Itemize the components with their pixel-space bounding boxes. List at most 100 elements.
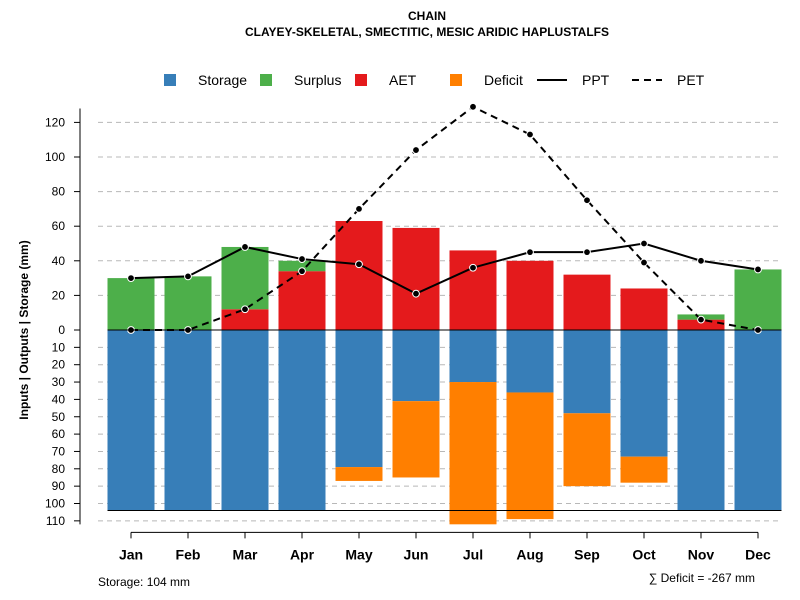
deficit-bar [506, 392, 554, 520]
y-tick-label: 40 [52, 392, 66, 406]
series-lines [127, 102, 762, 334]
x-tick-label-feb: Feb [176, 546, 201, 562]
deficit-bar [392, 401, 440, 478]
x-tick-label-may: May [345, 546, 372, 562]
storage-bar [734, 330, 782, 511]
ppt-point [583, 248, 591, 257]
y-tick-label: 80 [52, 462, 66, 476]
surplus-bar [734, 269, 782, 330]
pet-point [412, 146, 420, 154]
y-tick-label: 90 [52, 479, 66, 493]
y-tick-label: 110 [46, 514, 65, 528]
storage-bar [335, 330, 383, 468]
x-tick-label-oct: Oct [632, 546, 656, 562]
deficit-footnote: ∑ Deficit = -267 mm [649, 571, 755, 585]
storage-bar [278, 330, 326, 511]
y-tick-label: 80 [52, 185, 66, 199]
legend-swatch-deficit [450, 74, 462, 86]
legend: Storage Surplus AET Deficit PPT PET [164, 72, 705, 88]
legend-swatch-surplus [260, 74, 272, 86]
aet-bar [221, 309, 269, 330]
storage-bar [392, 330, 440, 402]
storage-bar [677, 330, 725, 511]
storage-bar [563, 330, 611, 414]
pet-point [298, 267, 306, 276]
ppt-point [184, 272, 192, 281]
x-tick-label-apr: Apr [290, 546, 315, 562]
pet-point [355, 205, 363, 213]
ppt-line [130, 242, 759, 295]
y-tick-label: 20 [52, 288, 66, 302]
x-tick-label-nov: Nov [688, 546, 715, 562]
x-tick-label-mar: Mar [233, 546, 258, 562]
legend-label-aet: AET [389, 72, 417, 88]
x-tick-label-aug: Aug [516, 546, 543, 562]
x-tick-label-jul: Jul [463, 546, 483, 562]
legend-label-surplus: Surplus [294, 72, 341, 88]
ppt-point [640, 239, 648, 248]
storage-bar [107, 330, 155, 511]
x-tick-label-dec: Dec [745, 546, 771, 562]
ppt-point [754, 265, 762, 274]
storage-bar [221, 330, 269, 511]
chart-title: CHAIN [408, 9, 446, 23]
y-tick-label: 120 [45, 115, 65, 129]
y-tick-label: 0 [58, 323, 65, 337]
surplus-bar [107, 278, 155, 330]
aet-bar [620, 288, 668, 330]
y-tick-label: 30 [52, 375, 66, 389]
surplus-bar [164, 276, 212, 330]
aet-bar [506, 260, 554, 330]
deficit-bar [620, 456, 668, 483]
ppt-point [241, 243, 249, 251]
x-tick-label-jan: Jan [119, 546, 143, 562]
pet-point [583, 196, 591, 205]
surplus-bar [278, 260, 326, 272]
pet-point [526, 130, 534, 139]
y-tick-label: 100 [45, 150, 65, 164]
ppt-point [412, 289, 420, 298]
legend-swatch-storage [164, 74, 176, 86]
ppt-point [469, 263, 477, 272]
ppt-point [298, 255, 306, 263]
storage-bar [164, 330, 212, 511]
y-tick-label: 50 [52, 410, 66, 424]
deficit-bar [335, 467, 383, 481]
axes: 0 20 40 60 80 100 120 10 20 30 40 50 60 70 80 90 100 110 J… [45, 108, 782, 562]
aet-bar [392, 227, 440, 330]
storage-bar [506, 330, 554, 393]
aet-bar [677, 319, 725, 330]
aet-bar [278, 271, 326, 330]
pet-point [469, 102, 477, 111]
storage-footnote: Storage: 104 mm [98, 575, 190, 589]
ppt-point [697, 256, 705, 265]
aet-bar [335, 221, 383, 330]
legend-label-deficit: Deficit [484, 72, 523, 88]
aet-bar [563, 274, 611, 330]
ppt-point [127, 274, 135, 283]
deficit-bar [563, 413, 611, 487]
storage-bar [449, 330, 497, 383]
y-tick-label: 10 [52, 340, 66, 354]
legend-label-pet: PET [677, 72, 705, 88]
pet-point [640, 258, 648, 267]
pet-point [697, 315, 705, 324]
bars [107, 221, 782, 525]
y-tick-label: 100 [45, 497, 65, 511]
y-tick-label: 70 [52, 444, 66, 458]
legend-label-ppt: PPT [582, 72, 610, 88]
y-tick-label: 20 [52, 358, 66, 372]
y-tick-label: 60 [52, 427, 66, 441]
x-tick-label-jun: Jun [404, 546, 429, 562]
pet-line [131, 105, 759, 331]
deficit-bar [449, 382, 497, 525]
legend-swatch-aet [355, 74, 367, 86]
y-tick-label: 60 [52, 219, 66, 233]
legend-label-storage: Storage [198, 72, 247, 88]
pet-point [241, 305, 249, 314]
storage-bar [620, 330, 668, 457]
x-tick-label-sep: Sep [574, 546, 600, 562]
chart-subtitle: CLAYEY-SKELETAL, SMECTITIC, MESIC ARIDIC… [245, 25, 609, 39]
ppt-point [526, 248, 534, 257]
